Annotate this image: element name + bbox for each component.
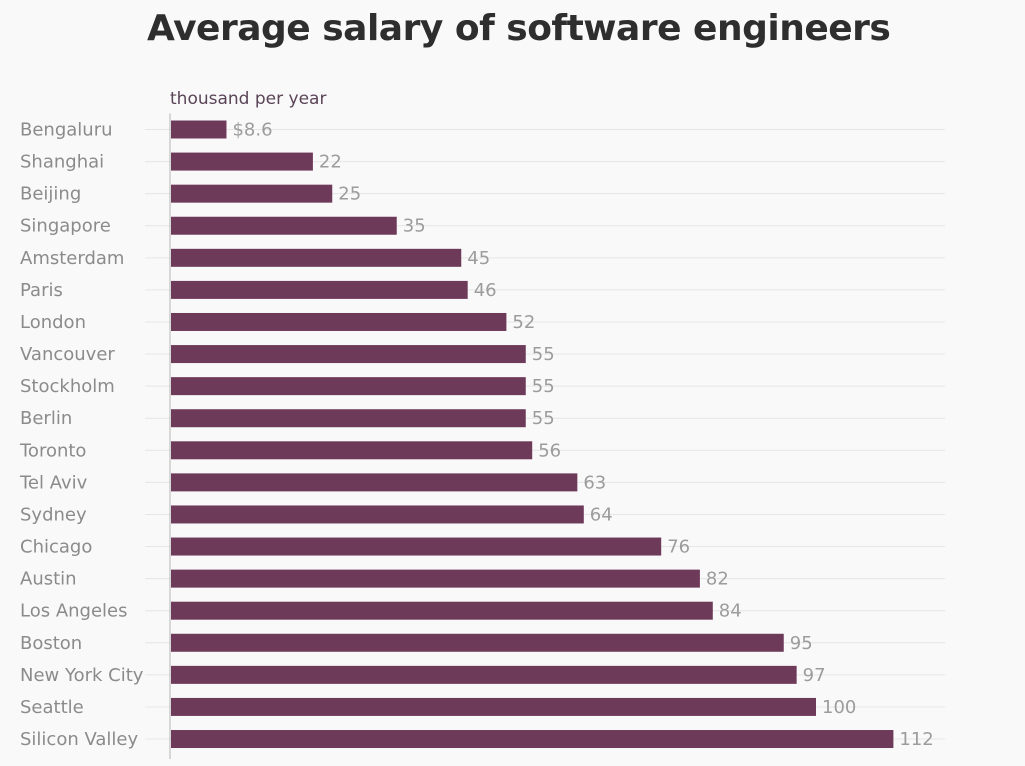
- category-label: Shanghai: [20, 152, 104, 173]
- category-label: Chicago: [20, 537, 92, 558]
- value-label: 46: [474, 280, 497, 301]
- bar-berlin: [171, 409, 526, 428]
- value-label: 55: [532, 376, 555, 397]
- value-label: 63: [583, 472, 606, 493]
- value-label: 100: [822, 697, 856, 718]
- bar-sydney: [171, 505, 584, 524]
- category-label: Stockholm: [20, 376, 115, 397]
- value-label: 55: [532, 344, 555, 365]
- bar-beijing: [171, 184, 333, 203]
- bar-bengaluru: [171, 120, 227, 139]
- bar-london: [171, 312, 507, 331]
- category-label: Austin: [20, 569, 77, 590]
- bar-shanghai: [171, 152, 313, 171]
- unit-label: thousand per year: [170, 89, 326, 109]
- value-label: 64: [590, 504, 613, 525]
- value-label: 84: [719, 601, 742, 622]
- category-label: Singapore: [20, 216, 111, 237]
- category-label: Paris: [20, 280, 63, 301]
- category-label: Tel Aviv: [19, 472, 88, 493]
- bar-singapore: [171, 216, 397, 235]
- bar-seattle: [171, 697, 816, 716]
- value-label: 35: [403, 216, 426, 237]
- bar-toronto: [171, 441, 533, 460]
- category-label: Silicon Valley: [20, 729, 138, 750]
- bar-stockholm: [171, 377, 526, 396]
- bar-vancouver: [171, 345, 526, 364]
- bar-los-angeles: [171, 601, 713, 620]
- value-label: 52: [512, 312, 535, 333]
- bars: [171, 120, 894, 749]
- value-label: 112: [899, 729, 933, 750]
- value-label: 82: [706, 569, 729, 590]
- bar-new-york-city: [171, 665, 797, 684]
- value-label: 56: [538, 440, 561, 461]
- bar-silicon-valley: [171, 730, 894, 749]
- value-label: 22: [319, 152, 342, 173]
- bar-chicago: [171, 537, 662, 556]
- value-label: 95: [790, 633, 813, 654]
- chart-title: Average salary of software engineers: [147, 8, 891, 49]
- category-labels: Bengaluru Shanghai Beijing Singapore Amsterd…: [19, 120, 144, 751]
- category-label: New York City: [20, 665, 144, 686]
- category-label: Berlin: [20, 408, 72, 429]
- bar-paris: [171, 280, 468, 299]
- category-label: Beijing: [20, 184, 81, 205]
- category-label: Amsterdam: [20, 248, 124, 269]
- value-label: $8.6: [232, 120, 272, 141]
- bar-austin: [171, 569, 700, 588]
- category-label: Bengaluru: [20, 120, 113, 141]
- bar-tel-aviv: [171, 473, 578, 492]
- category-label: Boston: [20, 633, 82, 654]
- value-label: 55: [532, 408, 555, 429]
- category-label: Sydney: [20, 504, 87, 525]
- category-label: Los Angeles: [20, 601, 128, 622]
- category-label: Vancouver: [20, 344, 115, 365]
- category-label: Seattle: [20, 697, 84, 718]
- value-label: 45: [467, 248, 490, 269]
- value-label: 97: [803, 665, 826, 686]
- category-label: London: [20, 312, 86, 333]
- value-label: 25: [338, 184, 361, 205]
- bar-amsterdam: [171, 248, 462, 267]
- value-labels: $8.6 22 25 35 45 46 52 55 55 55 56 63 64 76 82 84 95 97 10…: [232, 120, 933, 751]
- category-label: Toronto: [19, 440, 86, 461]
- bar-boston: [171, 633, 784, 652]
- value-label: 76: [667, 537, 690, 558]
